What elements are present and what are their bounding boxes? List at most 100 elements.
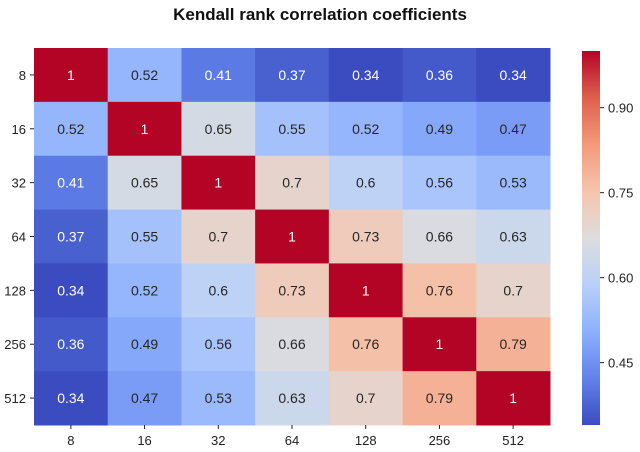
heatmap-cell [34,263,109,318]
heatmap-cell [34,101,109,157]
cell-value-label: 0.7 [356,390,376,406]
heatmap-cell [34,371,109,426]
cell-value-label: 0.52 [352,121,379,137]
heatmap-cell [34,317,109,372]
heatmap-cell [107,155,182,211]
heatmap-cell [181,155,256,211]
cell-value-label: 0.7 [282,175,302,191]
heatmap-cell [402,317,477,372]
colorbar-tick-label: 0.45 [608,356,633,371]
heatmap-cell [476,209,551,264]
heatmap-cell [181,48,256,103]
heatmap-cell [181,101,256,157]
heatmap-cell [476,317,551,372]
cell-value-label: 0.34 [500,67,527,83]
cell-value-label: 0.36 [426,67,453,83]
cell-value-label: 0.66 [426,229,453,245]
cell-value-label: 0.47 [131,390,158,406]
x-tick-label: 256 [429,433,451,448]
cell-value-label: 0.55 [131,229,158,245]
cell-value-label: 1 [509,390,517,406]
cell-value-label: 0.73 [278,282,305,298]
y-tick-label: 128 [4,283,26,298]
cell-value-label: 1 [141,121,149,137]
cell-value-label: 0.6 [356,175,376,191]
heatmap-cell [255,101,330,157]
heatmap-cell [107,101,182,157]
cell-value-label: 0.73 [352,229,379,245]
colorbar-tick-label: 0.60 [608,271,633,286]
cell-value-label: 0.37 [57,229,84,245]
heatmap-cell [476,48,551,103]
heatmap-cell [328,317,404,372]
heatmap-cell [181,371,256,426]
colorbar-tick-label: 0.75 [608,186,633,201]
cell-value-label: 1 [288,229,296,245]
heatmap-cell [476,371,551,426]
cell-value-label: 0.53 [500,175,527,191]
heatmap-cell [255,155,330,211]
cell-value-label: 0.37 [278,67,305,83]
x-tick-label: 16 [137,433,151,448]
heatmap-cell [107,209,182,264]
cell-value-label: 0.49 [426,121,453,137]
heatmap-cell [402,263,477,318]
cell-value-label: 0.65 [131,175,158,191]
heatmap-cell [107,317,182,372]
heatmap-cell [402,371,477,426]
cell-value-label: 0.79 [500,336,527,352]
heatmap-cell [255,48,330,103]
heatmap-cell [402,48,477,103]
cell-value-label: 0.52 [131,67,158,83]
heatmap-cell [328,101,404,157]
y-tick-label: 256 [4,337,26,352]
x-tick-label: 512 [502,433,524,448]
x-tick-label: 32 [211,433,225,448]
heatmap-cell [476,263,551,318]
cell-value-label: 0.34 [352,67,379,83]
x-tick-label: 8 [67,433,74,448]
heatmap-cell [34,155,109,211]
cell-value-label: 0.76 [426,282,453,298]
cell-value-label: 1 [436,336,444,352]
cell-value-label: 0.34 [57,282,84,298]
heatmap-cell [476,101,551,157]
heatmap-cell [402,155,477,211]
cell-value-label: 0.47 [500,121,527,137]
heatmap-cell [107,263,182,318]
heatmap-cell [255,209,330,264]
cell-value-label: 0.76 [352,336,379,352]
heatmap-cell [34,48,109,103]
y-tick-label: 64 [12,230,26,245]
y-tick-label: 8 [19,68,26,83]
heatmap-cell [402,209,477,264]
heatmap-cell [328,155,404,211]
cell-value-label: 0.34 [57,390,84,406]
cell-value-label: 0.41 [57,175,84,191]
cell-value-label: 0.55 [278,121,305,137]
heatmap-cell [107,371,182,426]
x-tick-label: 64 [285,433,299,448]
heatmap-cell [34,209,109,264]
cell-value-label: 1 [362,282,370,298]
cell-value-label: 0.52 [57,121,84,137]
heatmap-cell [328,48,404,103]
colorbar [582,51,600,425]
heatmap-cell [328,263,404,318]
colorbar-tick-label: 0.90 [608,101,633,116]
cell-value-label: 0.66 [278,336,305,352]
cell-value-label: 0.7 [209,229,229,245]
heatmap-cell [255,371,330,426]
cell-value-label: 0.63 [278,390,305,406]
cell-value-label: 0.36 [57,336,84,352]
y-tick-label: 32 [12,176,26,191]
cell-value-label: 0.56 [426,175,453,191]
heatmap-cell [107,48,182,103]
heatmap-cell [402,101,477,157]
cell-value-label: 0.79 [426,390,453,406]
cell-value-label: 0.52 [131,282,158,298]
heatmap-cell [181,209,256,264]
cell-value-label: 0.7 [503,282,523,298]
cell-value-label: 0.6 [209,282,229,298]
